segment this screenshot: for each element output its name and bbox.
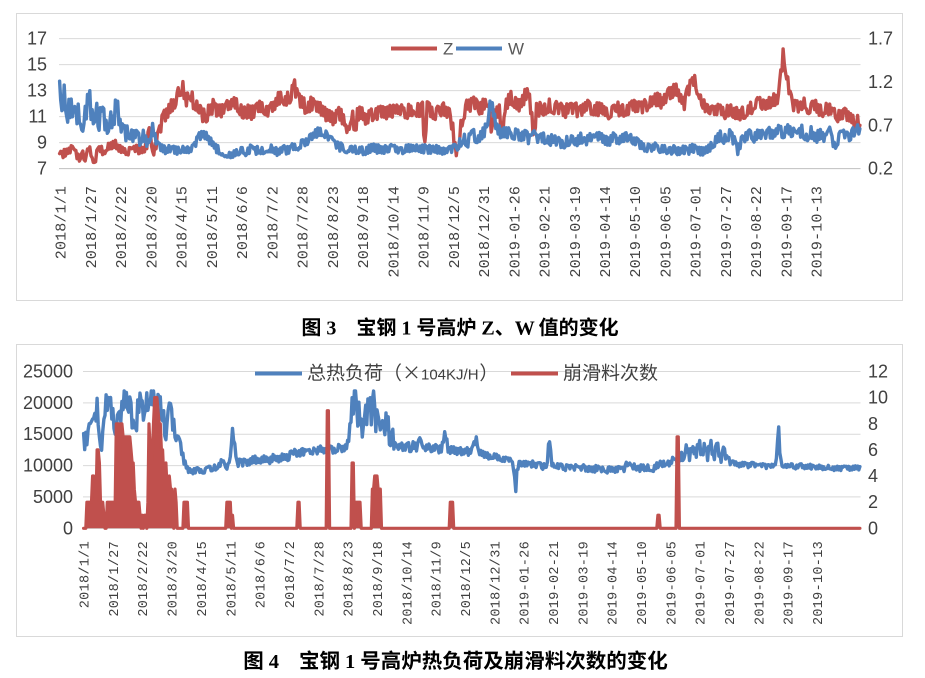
svg-text:2018/9/18: 2018/9/18 <box>356 186 373 268</box>
svg-text:20000: 20000 <box>23 393 73 413</box>
svg-text:2019-09-17: 2019-09-17 <box>780 186 797 278</box>
svg-text:2019-05-10: 2019-05-10 <box>628 186 645 278</box>
svg-text:9: 9 <box>37 133 47 153</box>
svg-text:0.7: 0.7 <box>868 115 893 135</box>
svg-text:10: 10 <box>868 388 888 408</box>
svg-text:7: 7 <box>37 159 47 179</box>
svg-text:2019-04-14: 2019-04-14 <box>607 541 622 625</box>
svg-text:8: 8 <box>868 414 878 434</box>
svg-text:2018/5/11: 2018/5/11 <box>205 186 222 268</box>
svg-text:2018/7/2: 2018/7/2 <box>284 541 299 608</box>
svg-text:15: 15 <box>27 55 47 75</box>
svg-text:2018/5/11: 2018/5/11 <box>225 541 240 617</box>
svg-text:2018/10/14: 2018/10/14 <box>386 186 403 278</box>
svg-text:13: 13 <box>27 81 47 101</box>
svg-text:2018/3/20: 2018/3/20 <box>144 186 161 268</box>
svg-text:2018/1/1: 2018/1/1 <box>54 186 71 259</box>
svg-text:1: 1 <box>345 651 355 673</box>
svg-text:2019-01-26: 2019-01-26 <box>507 186 524 278</box>
svg-text:1.7: 1.7 <box>868 29 893 49</box>
svg-text:6: 6 <box>868 440 878 460</box>
svg-text:3: 3 <box>326 318 336 340</box>
svg-text:1.2: 1.2 <box>868 72 893 92</box>
svg-text:12: 12 <box>868 362 888 382</box>
svg-text:2018/11/9: 2018/11/9 <box>417 186 434 268</box>
svg-text:2018/6/6: 2018/6/6 <box>235 186 252 259</box>
svg-text:2019-03-19: 2019-03-19 <box>577 541 592 625</box>
svg-text:2018/12/31: 2018/12/31 <box>489 541 504 625</box>
svg-text:10000: 10000 <box>23 456 73 476</box>
svg-text:2019-07-27: 2019-07-27 <box>724 541 739 625</box>
svg-text:2019-06-05: 2019-06-05 <box>659 186 676 278</box>
svg-text:2019-02-21: 2019-02-21 <box>538 186 555 278</box>
svg-text:2019-04-14: 2019-04-14 <box>598 186 615 278</box>
svg-text:Z: Z <box>443 40 453 59</box>
svg-text:2018/1/27: 2018/1/27 <box>108 541 123 617</box>
svg-text:104KJ/H: 104KJ/H <box>421 367 479 384</box>
svg-text:2018/2/22: 2018/2/22 <box>114 186 131 268</box>
svg-text:5000: 5000 <box>33 487 73 507</box>
svg-text:2018/8/23: 2018/8/23 <box>326 186 343 268</box>
svg-text:2018/7/2: 2018/7/2 <box>265 186 282 259</box>
svg-text:2018/7/28: 2018/7/28 <box>296 186 313 268</box>
svg-text:2019-10-13: 2019-10-13 <box>812 541 827 625</box>
svg-text:2018/8/23: 2018/8/23 <box>343 541 358 617</box>
svg-text:0: 0 <box>63 518 73 538</box>
svg-text:2: 2 <box>868 492 878 512</box>
svg-text:2018/1/27: 2018/1/27 <box>84 186 101 268</box>
svg-text:W: W <box>508 40 524 59</box>
svg-text:2019-06-05: 2019-06-05 <box>665 541 680 625</box>
svg-text:4: 4 <box>868 466 878 486</box>
svg-text:4: 4 <box>269 651 279 673</box>
svg-text:2019-02-21: 2019-02-21 <box>548 541 563 625</box>
svg-text:2019-08-22: 2019-08-22 <box>749 186 766 278</box>
svg-text:2019-07-27: 2019-07-27 <box>719 186 736 278</box>
svg-text:2018/11/9: 2018/11/9 <box>431 541 446 617</box>
svg-text:2018/10/14: 2018/10/14 <box>401 541 416 625</box>
svg-text:15000: 15000 <box>23 424 73 444</box>
svg-text:2019-08-22: 2019-08-22 <box>753 541 768 625</box>
svg-text:2019-05-10: 2019-05-10 <box>636 541 651 625</box>
svg-text:1: 1 <box>401 318 411 340</box>
svg-text:17: 17 <box>27 29 47 49</box>
svg-text:25000: 25000 <box>23 362 73 382</box>
svg-text:2018/4/15: 2018/4/15 <box>196 541 211 617</box>
svg-text:2018/12/31: 2018/12/31 <box>477 186 494 278</box>
svg-text:2018/12/5: 2018/12/5 <box>460 541 475 617</box>
svg-text:2019-10-13: 2019-10-13 <box>810 186 827 278</box>
svg-text:0: 0 <box>868 518 878 538</box>
svg-text:2019-07-01: 2019-07-01 <box>695 541 710 625</box>
svg-text:2018/4/15: 2018/4/15 <box>175 186 192 268</box>
svg-text:2019-03-19: 2019-03-19 <box>568 186 585 278</box>
svg-text:0.2: 0.2 <box>868 159 893 179</box>
svg-text:2018/6/6: 2018/6/6 <box>255 541 270 608</box>
svg-text:2018/9/18: 2018/9/18 <box>372 541 387 617</box>
svg-text:2018/3/20: 2018/3/20 <box>167 541 182 617</box>
svg-text:W: W <box>515 318 535 340</box>
svg-text:2018/1/1: 2018/1/1 <box>79 541 94 608</box>
svg-text:2018/12/5: 2018/12/5 <box>447 186 464 268</box>
svg-text:11: 11 <box>28 107 47 127</box>
svg-text:2019-07-01: 2019-07-01 <box>689 186 706 278</box>
svg-text:2019-01-26: 2019-01-26 <box>519 541 534 625</box>
svg-text:2019-09-17: 2019-09-17 <box>783 541 798 625</box>
svg-text:Z: Z <box>481 318 494 340</box>
svg-text:2018/7/28: 2018/7/28 <box>313 541 328 617</box>
svg-text:2018/2/22: 2018/2/22 <box>137 541 152 617</box>
